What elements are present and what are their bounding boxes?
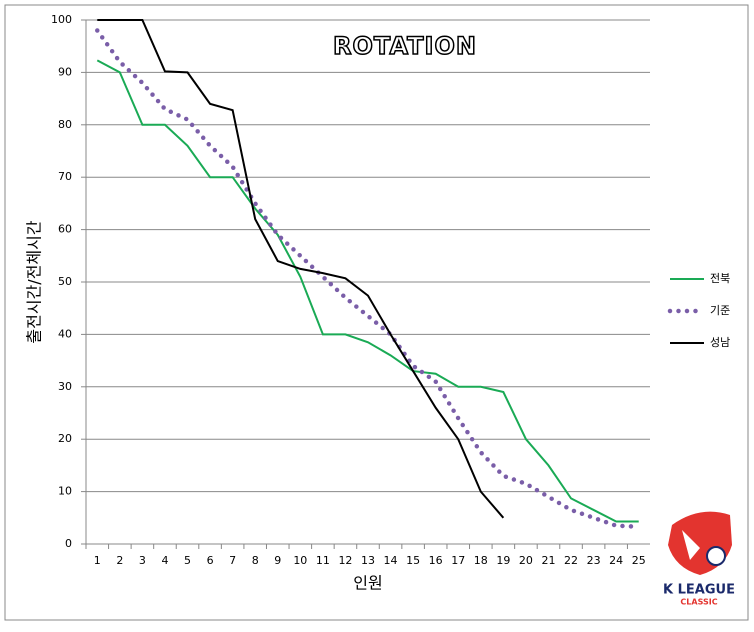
- chart-title: ROTATION: [333, 32, 477, 60]
- legend-label: 기준: [710, 304, 730, 317]
- y-tick-label: 40: [58, 327, 72, 340]
- x-tick-label: 3: [139, 554, 146, 567]
- x-tick-label: 23: [587, 554, 601, 567]
- y-tick-label: 0: [65, 537, 72, 550]
- y-tick-label: 70: [58, 170, 72, 183]
- y-axis-label: 출전시간/전체시간: [25, 220, 44, 343]
- x-tick-label: 25: [632, 554, 646, 567]
- y-tick-label: 100: [51, 13, 72, 26]
- logo-mark: [682, 530, 700, 560]
- series-line: [96, 59, 639, 523]
- x-tick-label: 24: [609, 554, 623, 567]
- x-tick-label: 1: [94, 554, 101, 567]
- x-tick-label: 18: [474, 554, 488, 567]
- x-tick-label: 7: [229, 554, 236, 567]
- legend-label: 전북: [710, 272, 730, 285]
- y-tick-label: 10: [58, 485, 72, 498]
- y-tick-label: 60: [58, 223, 72, 236]
- logo: K LEAGUE CLASSIC: [663, 511, 735, 607]
- x-tick-label: 8: [252, 554, 259, 567]
- x-tick-label: 10: [293, 554, 307, 567]
- x-tick-label: 15: [406, 554, 420, 567]
- series-line: [97, 19, 505, 519]
- x-tick-label: 9: [274, 554, 281, 567]
- frame: [4, 4, 749, 621]
- x-tick-label: 21: [541, 554, 555, 567]
- x-tick-label: 2: [116, 554, 123, 567]
- x-tick-label: 17: [451, 554, 465, 567]
- x-tick-label: 11: [316, 554, 330, 567]
- x-tick-label: 13: [361, 554, 375, 567]
- x-tick-label: 14: [384, 554, 398, 567]
- x-tick-label: 22: [564, 554, 578, 567]
- x-tick-label: 19: [496, 554, 510, 567]
- y-tick-label: 20: [58, 432, 72, 445]
- x-axis-label: 인원: [353, 574, 382, 593]
- series-line: [95, 28, 641, 529]
- legend-label: 성남: [710, 336, 730, 349]
- x-tick-label: 16: [429, 554, 443, 567]
- x-tick-label: 5: [184, 554, 191, 567]
- logo-text: K LEAGUE: [663, 583, 735, 598]
- logo-subtext: CLASSIC: [680, 598, 717, 607]
- logo-ball: [706, 546, 726, 566]
- x-tick-label: 12: [338, 554, 352, 567]
- x-tick-label: 4: [161, 554, 168, 567]
- x-tick-label: 20: [519, 554, 533, 567]
- y-tick-label: 90: [58, 65, 72, 78]
- y-tick-label: 30: [58, 380, 72, 393]
- y-tick-label: 50: [58, 275, 72, 288]
- y-tick-label: 80: [58, 118, 72, 131]
- x-tick-label: 6: [207, 554, 214, 567]
